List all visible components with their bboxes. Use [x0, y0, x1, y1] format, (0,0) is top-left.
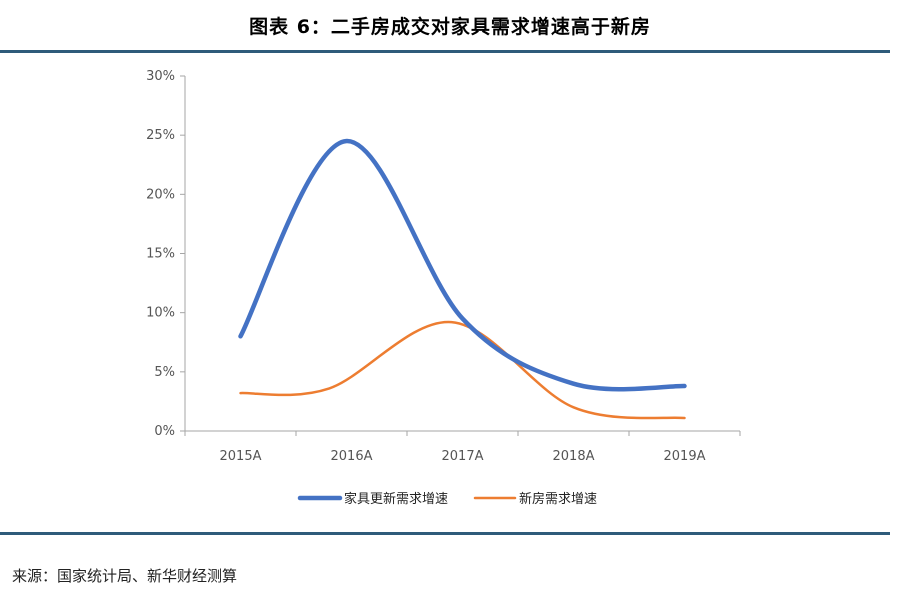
chart-series	[238, 138, 687, 420]
x-tick-label: 2015A	[220, 449, 262, 464]
bottom-divider	[0, 532, 890, 535]
series-line-furniture-renewal	[238, 138, 687, 392]
x-tick-label: 2016A	[331, 449, 373, 464]
y-tick-label: 0%	[154, 424, 175, 439]
x-tick-label: 2017A	[442, 449, 484, 464]
legend-label: 新房需求增速	[519, 491, 597, 507]
y-tick-label: 15%	[146, 247, 175, 262]
line-chart: 0% 5% 10% 15% 20% 25% 30% 2015A 2016A 2017A 2018A 2…	[146, 69, 741, 507]
y-tick-label: 30%	[146, 69, 175, 84]
series-line-new-housing	[239, 320, 686, 420]
chart-title: 图表 6：二手房成交对家具需求增速高于新房	[249, 16, 651, 38]
y-tick-label: 5%	[154, 365, 175, 380]
source-note: 来源：国家统计局、新华财经测算	[12, 567, 238, 585]
y-tick-label: 25%	[146, 128, 175, 143]
top-divider	[0, 50, 890, 53]
x-tick-label: 2018A	[553, 449, 595, 464]
y-tick-label: 20%	[146, 187, 175, 202]
chart-legend: 家具更新需求增速 新房需求增速	[297, 491, 597, 507]
x-tick-label: 2019A	[664, 449, 706, 464]
legend-label: 家具更新需求增速	[344, 491, 448, 507]
y-tick-label: 10%	[146, 306, 175, 321]
chart-axes: 0% 5% 10% 15% 20% 25% 30% 2015A 2016A 2017A 2018A 2…	[146, 69, 741, 464]
